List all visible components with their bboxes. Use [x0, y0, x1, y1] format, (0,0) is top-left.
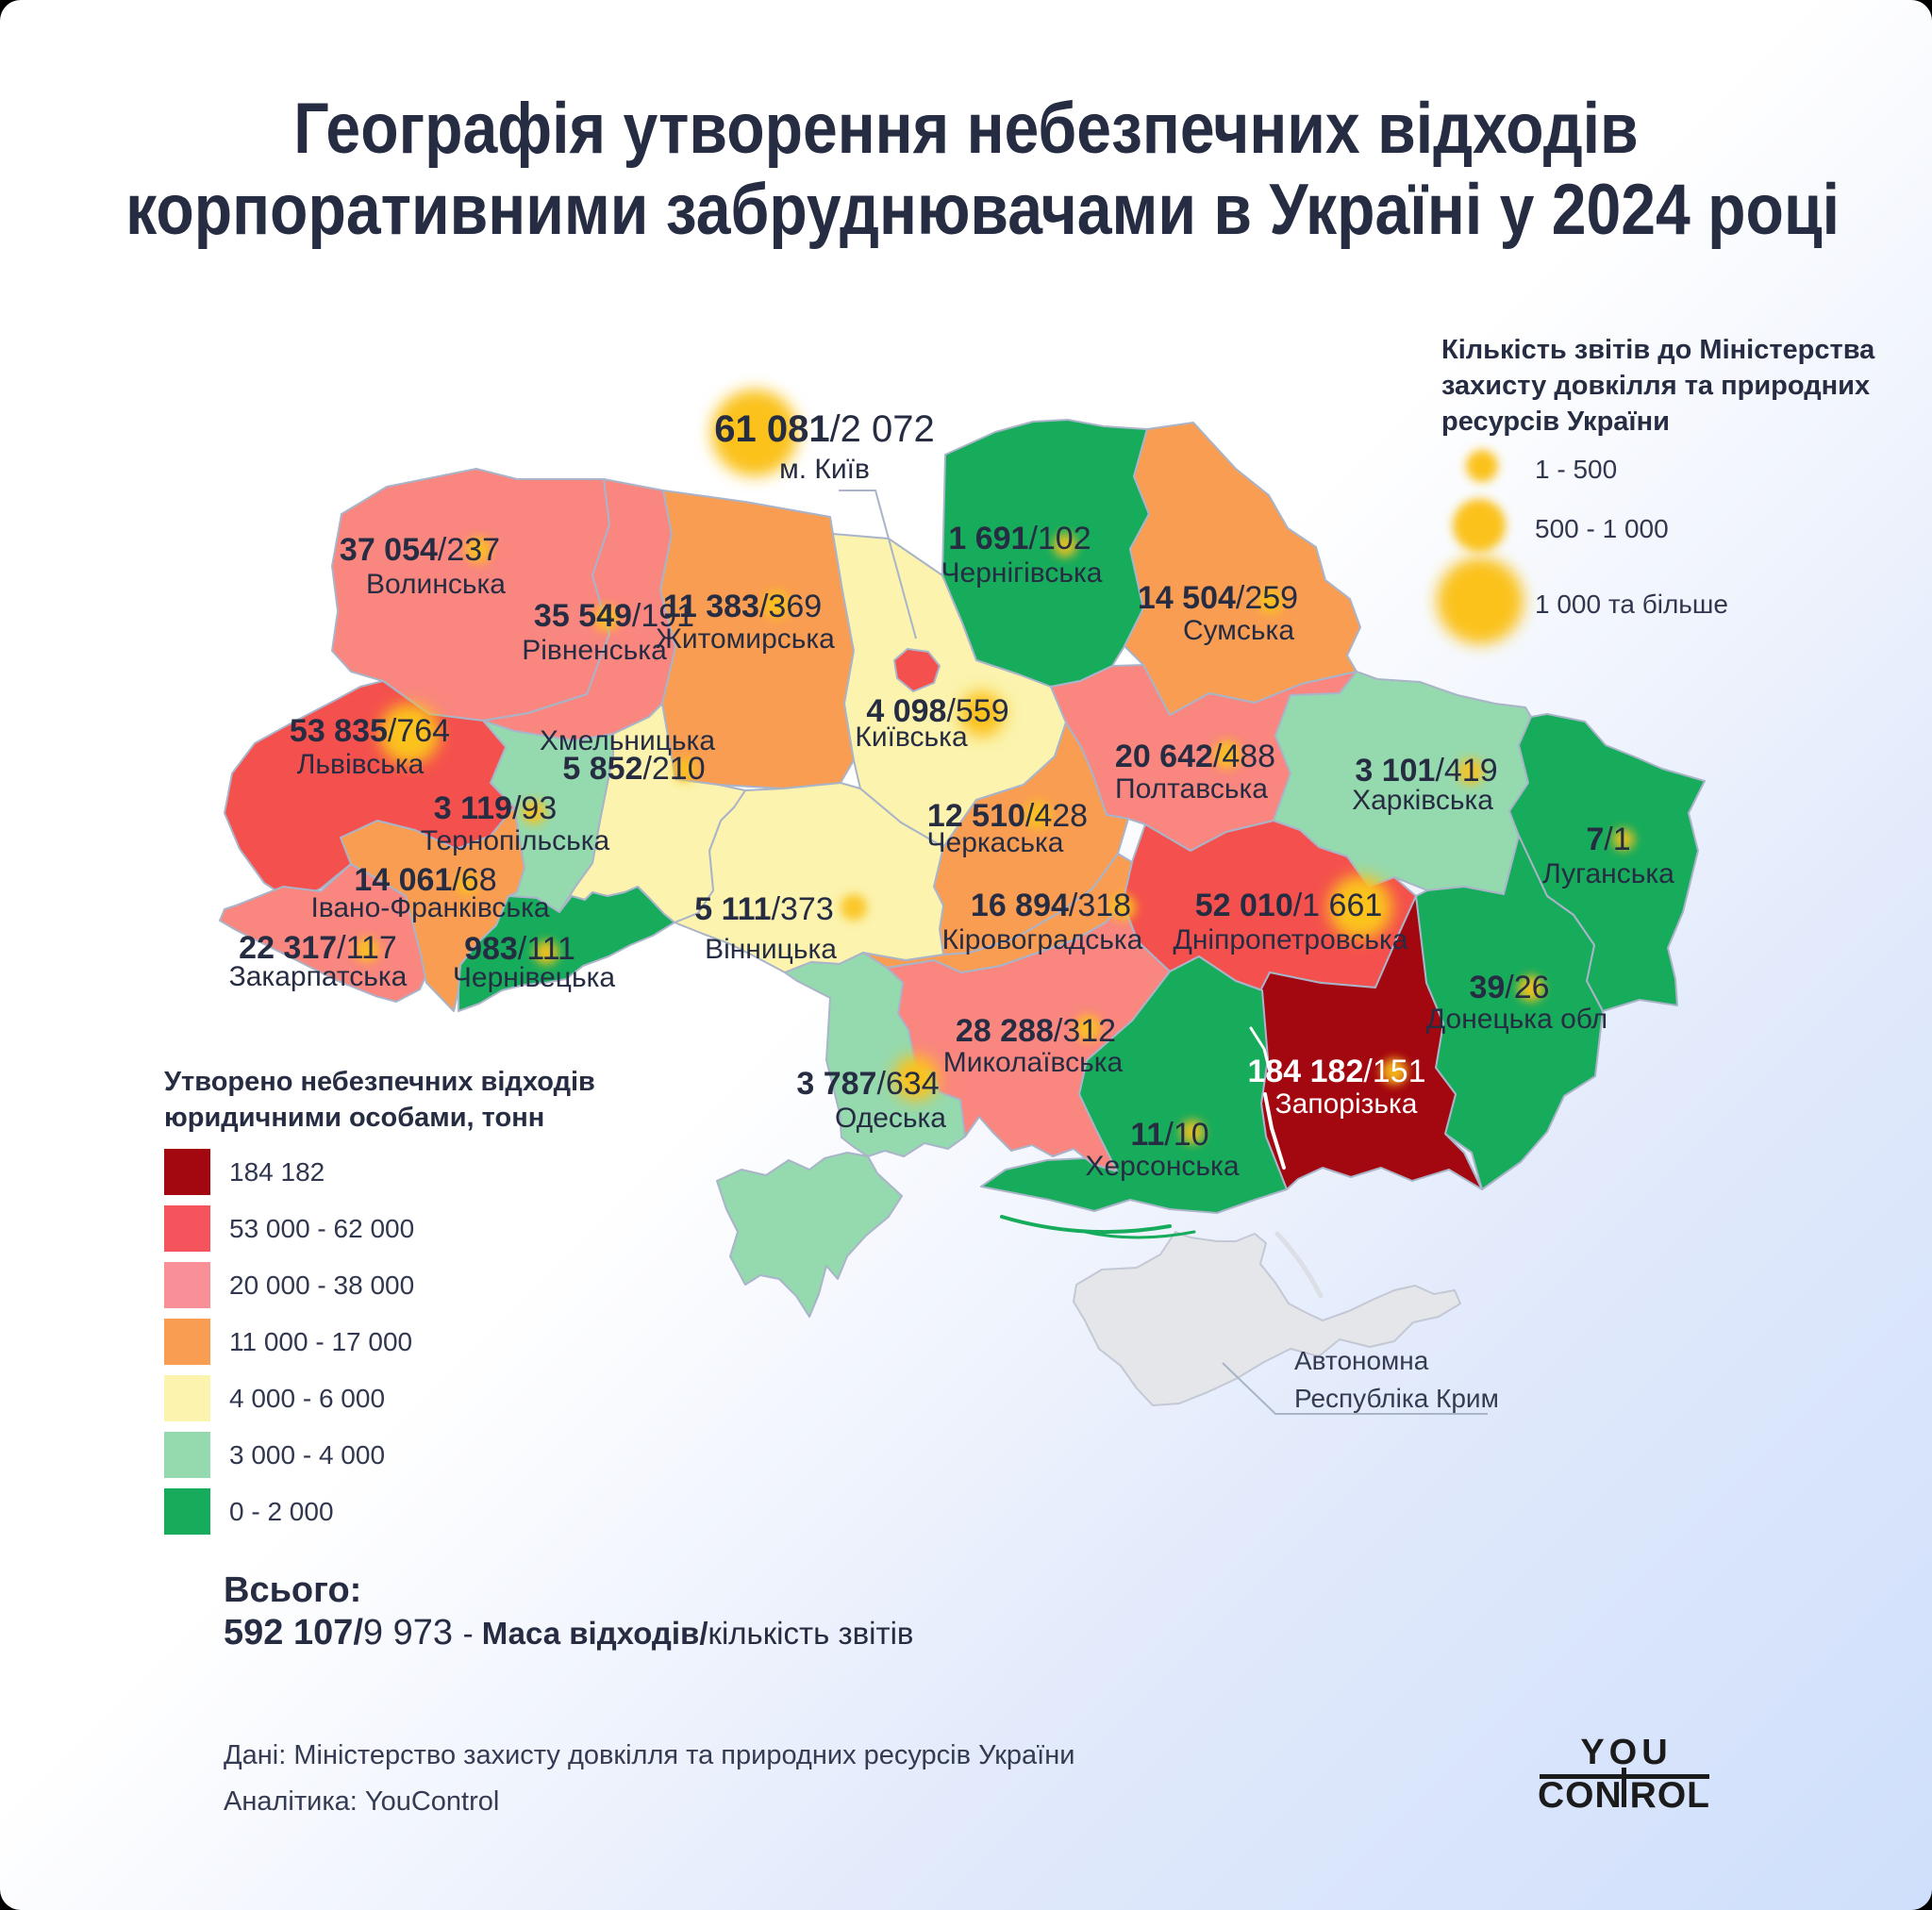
svg-text:Закарпатська: Закарпатська: [229, 961, 408, 992]
svg-text:Рівненська: Рівненська: [522, 635, 667, 666]
svg-text:Донецька обл: Донецька обл: [1426, 1004, 1607, 1035]
svg-text:Львівська: Львівська: [297, 749, 425, 780]
svg-text:Кіровоградська: Кіровоградська: [942, 924, 1143, 955]
svg-text:Сумська: Сумська: [1183, 615, 1294, 646]
svg-text:11 383/369: 11 383/369: [663, 589, 822, 624]
svg-text:Волинська: Волинська: [366, 569, 506, 600]
svg-text:Чернігівська: Чернігівська: [941, 557, 1103, 589]
svg-text:Одеська: Одеська: [835, 1103, 946, 1134]
svg-text:Житомирська: Житомирська: [656, 623, 835, 655]
svg-text:11/10: 11/10: [1130, 1117, 1208, 1153]
svg-text:35 549/191: 35 549/191: [534, 598, 694, 634]
svg-text:22 317/117: 22 317/117: [239, 930, 397, 966]
svg-text:Чернівецька: Чернівецька: [453, 962, 615, 993]
svg-text:Автономна: Автономна: [1294, 1346, 1429, 1375]
svg-text:20 642/488: 20 642/488: [1115, 739, 1275, 774]
svg-text:12 510/428: 12 510/428: [927, 798, 1088, 834]
svg-text:5 111/373: 5 111/373: [694, 891, 834, 927]
svg-text:61 081/2 072: 61 081/2 072: [714, 408, 935, 450]
svg-text:184 182/151: 184 182/151: [1247, 1054, 1425, 1089]
svg-text:39/26: 39/26: [1469, 970, 1549, 1005]
svg-text:Луганська: Луганська: [1542, 858, 1674, 889]
svg-text:Київська: Київська: [855, 722, 968, 753]
svg-text:Хмельницька: Хмельницька: [540, 725, 715, 756]
svg-text:16 894/318: 16 894/318: [971, 888, 1131, 923]
svg-text:52 010/1 661: 52 010/1 661: [1195, 888, 1383, 923]
svg-text:ROL: ROL: [1630, 1775, 1710, 1816]
svg-text:Черкаська: Черкаська: [927, 827, 1064, 858]
svg-text:14 061/68: 14 061/68: [354, 862, 496, 898]
svg-text:4 098/559: 4 098/559: [866, 693, 1008, 729]
svg-text:Харківська: Харківська: [1352, 785, 1493, 816]
svg-text:YOU: YOU: [1580, 1733, 1672, 1772]
svg-text:5 852/210: 5 852/210: [562, 751, 705, 787]
svg-text:3 101/419: 3 101/419: [1355, 753, 1497, 789]
svg-text:Херсонська: Херсонська: [1085, 1151, 1239, 1182]
svg-text:м. Київ: м. Київ: [779, 454, 870, 485]
svg-text:1 691/102: 1 691/102: [948, 521, 1091, 556]
svg-text:53 835/764: 53 835/764: [290, 713, 450, 749]
svg-text:3 119/93: 3 119/93: [434, 790, 557, 826]
svg-text:Полтавська: Полтавська: [1115, 773, 1268, 805]
svg-text:Запорізька: Запорізька: [1275, 1088, 1418, 1120]
svg-text:983/111: 983/111: [464, 931, 575, 967]
svg-text:37 054/237: 37 054/237: [340, 532, 500, 568]
svg-text:28 288/312: 28 288/312: [956, 1013, 1116, 1049]
svg-text:Республіка Крим: Республіка Крим: [1294, 1384, 1499, 1413]
svg-text:Миколаївська: Миколаївська: [943, 1047, 1124, 1078]
svg-text:CON: CON: [1538, 1775, 1623, 1816]
svg-text:Івано-Франківська: Івано-Франківська: [310, 892, 549, 923]
svg-text:3 787/634: 3 787/634: [796, 1066, 939, 1102]
svg-text:14 504/259: 14 504/259: [1138, 580, 1298, 616]
svg-text:Дніпропетровська: Дніпропетровська: [1174, 924, 1408, 955]
svg-text:7/1: 7/1: [1586, 822, 1630, 857]
svg-text:Вінницька: Вінницька: [705, 934, 837, 965]
svg-text:Тернопільська: Тернопільська: [421, 825, 610, 856]
